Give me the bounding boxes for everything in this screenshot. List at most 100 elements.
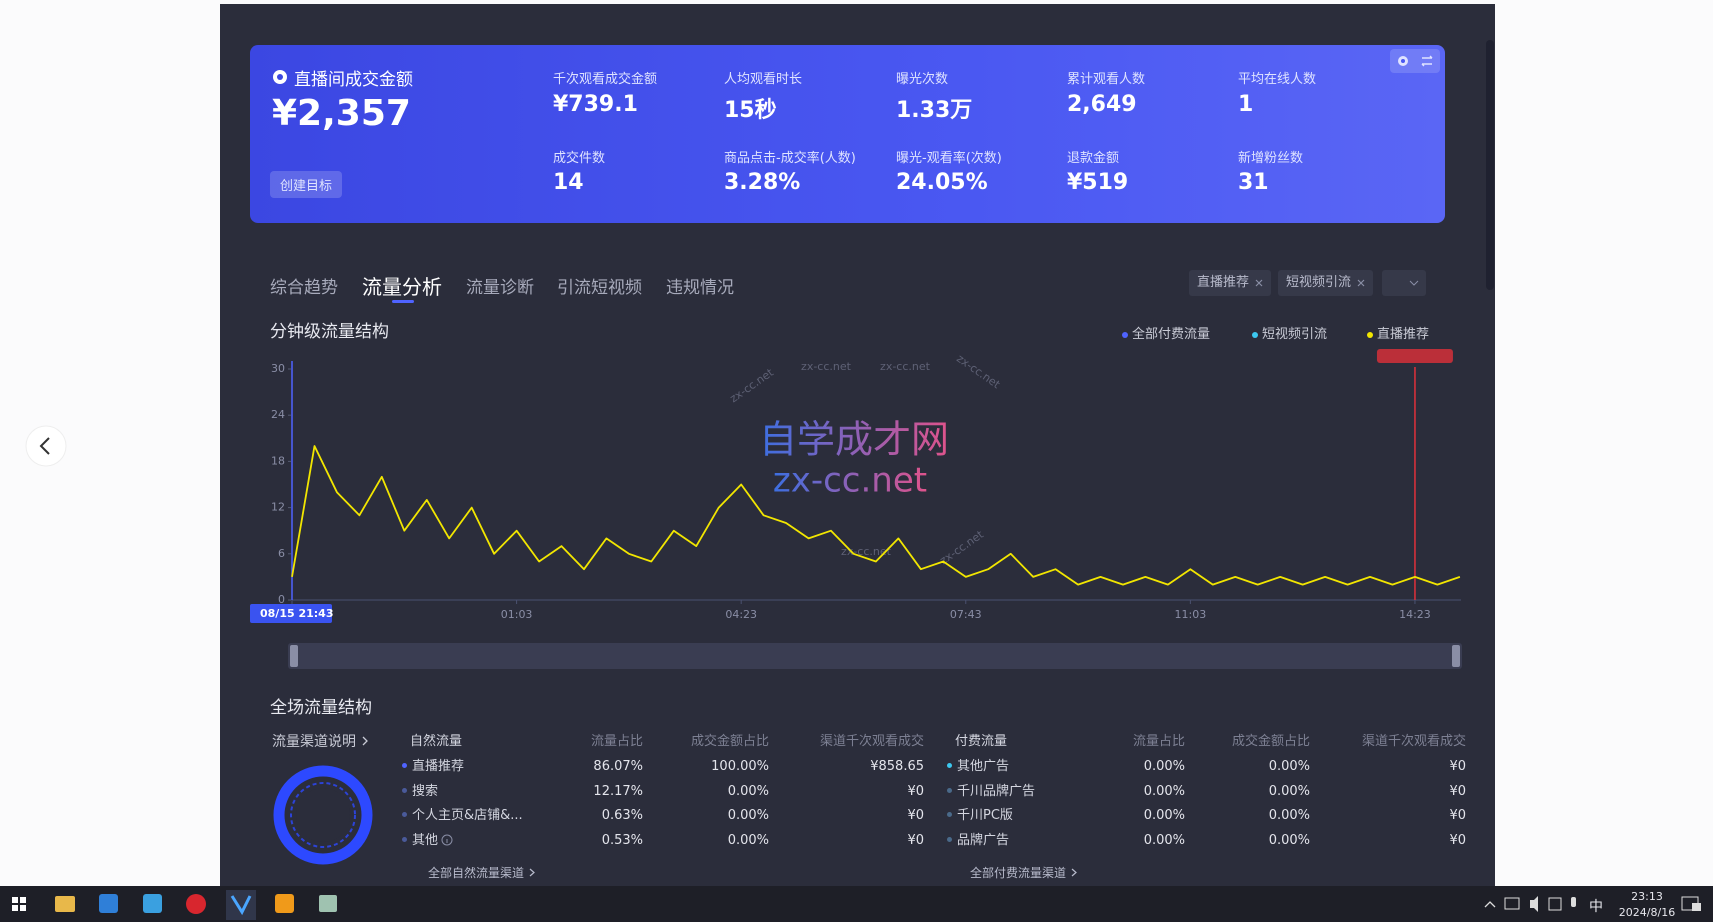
cell-value: 100.00% [711, 759, 769, 774]
cell-value: 0.00% [1143, 783, 1185, 799]
table-cell: 千川PC版 [947, 804, 1115, 829]
table-cell: 直播推荐 [402, 755, 570, 780]
channel-name: 其他 [412, 832, 439, 848]
tab-underline [392, 300, 414, 303]
summary-title: 直播间成交金额 [294, 70, 413, 90]
metric-label: 新增粉丝数 [1238, 151, 1304, 166]
channel-help-text[interactable]: 流量渠道说明 [272, 734, 356, 750]
app-icon[interactable] [275, 894, 294, 913]
info-icon[interactable] [441, 834, 453, 846]
app-icon[interactable] [99, 894, 118, 913]
cell-value: 0.00% [727, 808, 769, 823]
table-cell: 12.17% [570, 780, 643, 805]
filter-text[interactable]: 短视频引流 [1286, 275, 1352, 290]
tab[interactable]: 引流短视频 [557, 278, 642, 298]
metric-value: 24.05% [896, 170, 988, 195]
remove-filter[interactable] [1255, 279, 1263, 287]
cell-value: 86.07% [593, 759, 643, 774]
table-cell: 搜索 [402, 780, 570, 805]
metric-label: 曝光-观看率(次数) [896, 151, 1002, 166]
cell-value: ¥0 [1449, 783, 1466, 799]
ime-indicator[interactable]: 中 [1589, 899, 1603, 915]
create-goal-button[interactable]: 创建目标 [270, 171, 343, 198]
chart-title: 分钟级流量结构 [270, 322, 389, 342]
table-cell: 个人主页&店铺&... [402, 804, 570, 829]
filter-text[interactable]: 直播推荐 [1197, 275, 1250, 290]
cell-value: 0.00% [1268, 832, 1310, 848]
notifications[interactable] [1680, 895, 1702, 913]
table-cell: 0.00% [1185, 780, 1310, 805]
paid-table: 付费流量 流量占比 成交金额占比 渠道千次观看成交 其他广告 0.00% 0.00% ¥0 千川… [947, 728, 1466, 854]
table-header: 付费流量 [955, 734, 1008, 749]
card-tools[interactable] [1390, 49, 1440, 73]
table-cell: 其他广告 [947, 755, 1115, 780]
metric-label: 商品点击-成交率(人数) [724, 151, 856, 166]
metric-value: ¥519 [1067, 170, 1129, 195]
metric-label: 千次观看成交金额 [553, 72, 658, 87]
chevron [529, 868, 535, 877]
paid-link-text[interactable]: 全部付费流量渠道 [970, 866, 1067, 880]
legend-dot [1122, 331, 1128, 338]
app-icon[interactable] [143, 894, 162, 913]
table-cell: ¥0 [1310, 780, 1466, 805]
app-icon[interactable] [186, 894, 206, 914]
cell-value: ¥0 [1449, 832, 1466, 848]
row-dot [947, 763, 952, 768]
legend-text: 全部付费流量 [1132, 327, 1211, 342]
metric-value: 1 [1238, 92, 1254, 117]
clock-date[interactable]: 2024/8/16 [1618, 906, 1676, 919]
metric-value: 1.33万 [896, 98, 973, 123]
cell-value: ¥858.65 [870, 759, 924, 774]
channel-name: 千川PC版 [957, 808, 1013, 823]
filter-chip[interactable]: 直播推荐 [1189, 270, 1272, 296]
table-cell: 0.00% [643, 829, 769, 854]
cell-value: 0.00% [727, 832, 769, 848]
table-cell: 0.00% [643, 804, 769, 829]
cell-value: ¥0 [1449, 808, 1466, 823]
filter-dropdown[interactable] [1382, 270, 1426, 296]
natural-link[interactable]: 全部自然流量渠道 [428, 864, 537, 881]
cell-value: 0.00% [1268, 808, 1310, 823]
scrollbar[interactable] [1486, 40, 1494, 290]
table-cell: 0.63% [570, 804, 643, 829]
row-dot [947, 812, 952, 817]
clock-time[interactable]: 23:13 [1631, 890, 1663, 903]
start-button[interactable] [12, 897, 26, 911]
table-cell: ¥0 [769, 780, 924, 805]
table-cell: 千川品牌广告 [947, 780, 1115, 805]
table-header: 成交金额占比 [690, 734, 769, 749]
cell-value: ¥0 [1449, 759, 1466, 774]
app-icon[interactable] [230, 895, 252, 916]
live-icon [273, 70, 287, 84]
channel-help[interactable]: 流量渠道说明 [272, 731, 370, 751]
table-header: 渠道千次观看成交 [1361, 734, 1466, 749]
cell-value: ¥0 [907, 783, 924, 799]
app-icon[interactable] [55, 896, 75, 912]
cell-value: 0.00% [1143, 808, 1185, 823]
paid-link[interactable]: 全部付费流量渠道 [970, 864, 1079, 881]
back-button[interactable] [24, 424, 68, 468]
cell-value: ¥0 [907, 832, 924, 848]
table-header: 渠道千次观看成交 [819, 734, 924, 749]
row-dot [947, 787, 952, 793]
tab[interactable]: 违规情况 [666, 278, 734, 298]
table-header: 流量占比 [1132, 734, 1185, 749]
chevron [362, 736, 369, 746]
table-header: 成交金额占比 [1231, 734, 1310, 749]
natural-link-text[interactable]: 全部自然流量渠道 [428, 866, 525, 880]
tab[interactable]: 综合趋势 [270, 278, 338, 298]
filter-chip[interactable]: 短视频引流 [1278, 270, 1374, 296]
metric-value: 31 [1238, 170, 1269, 195]
tab[interactable]: 流量诊断 [466, 278, 534, 298]
table-cell: 品牌广告 [947, 829, 1115, 854]
table-cell: ¥0 [769, 804, 924, 829]
tab[interactable]: 流量分析 [362, 275, 442, 299]
cell-value: 0.00% [1268, 759, 1310, 774]
app-icon[interactable] [319, 895, 337, 912]
cell-value: 0.00% [1143, 832, 1185, 848]
metric-value: 15秒 [724, 98, 777, 123]
tray-icons [1484, 896, 1576, 912]
section-title: 全场流量结构 [270, 698, 372, 718]
channel-name: 直播推荐 [412, 759, 465, 774]
remove-filter[interactable] [1357, 279, 1365, 287]
